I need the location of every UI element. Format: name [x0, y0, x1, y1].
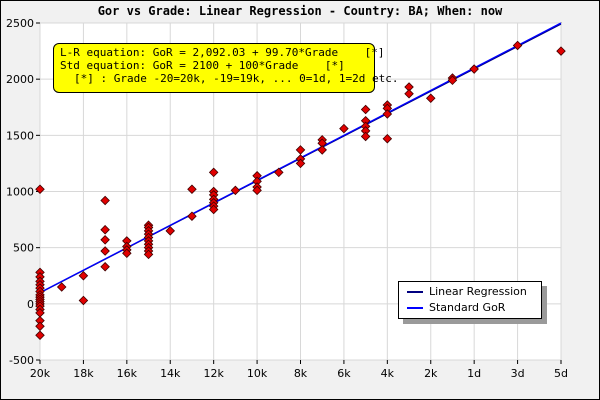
data-points: [35, 40, 566, 341]
y-tick-label: 2000: [6, 73, 34, 86]
data-point: [208, 167, 219, 178]
y-tick-label: 2500: [6, 17, 34, 30]
data-point: [447, 75, 458, 86]
data-point: [556, 46, 566, 56]
x-tick-label: 16k: [117, 367, 138, 380]
data-point: [469, 64, 479, 74]
legend-swatch-linear-regression: [407, 291, 423, 293]
data-point: [78, 295, 89, 306]
legend-label: Standard GoR: [429, 301, 506, 314]
data-point: [360, 131, 371, 142]
x-tick-label: 5d: [554, 367, 568, 380]
data-point: [100, 235, 110, 245]
x-tick-label: 1d: [467, 367, 481, 380]
x-tick-label: 10k: [247, 367, 268, 380]
y-tick-label: 1500: [6, 129, 34, 142]
data-point: [274, 167, 284, 178]
data-point: [35, 184, 45, 195]
data-point: [382, 133, 393, 144]
x-tick-label: 3d: [511, 367, 525, 380]
data-point: [360, 104, 371, 115]
legend: Linear Regression Standard GoR: [398, 281, 542, 319]
legend-swatch-standard-gor: [407, 307, 423, 309]
data-point: [404, 89, 414, 99]
data-point: [100, 224, 110, 235]
data-point: [143, 249, 154, 260]
grade-note: [*] : Grade -20=20k, -19=19k, ... 0=1d, …: [74, 72, 399, 85]
x-tick-label: 6k: [337, 367, 351, 380]
legend-item-standard-gor: Standard GoR: [407, 301, 505, 315]
y-tick-label: 500: [13, 242, 34, 255]
y-tick-label: 0: [27, 298, 34, 311]
y-tick-label: -500: [9, 354, 34, 367]
axis-ticks: -500 0 500 1000 1500 2000 2500 20k 18k 16k 14k 12k 1…: [6, 17, 568, 380]
data-point: [35, 321, 45, 332]
legend-label: Linear Regression: [429, 285, 527, 298]
x-tick-label: 4k: [381, 367, 395, 380]
data-point: [295, 158, 306, 169]
x-tick-label: 8k: [294, 367, 308, 380]
data-point: [100, 195, 110, 206]
data-point: [56, 282, 67, 292]
equation-box: L-R equation: GoR = 2,092.03 + 99.70*Gra…: [53, 43, 399, 93]
y-tick-label: 1000: [6, 186, 34, 199]
data-point: [122, 248, 132, 259]
legend-item-linear-regression: Linear Regression: [407, 285, 527, 299]
x-tick-label: 14k: [160, 367, 181, 380]
data-point: [187, 184, 197, 195]
data-point: [208, 204, 219, 215]
lr-equation: L-R equation: GoR = 2,092.03 + 99.70*Gra…: [60, 46, 385, 59]
data-point: [165, 226, 176, 236]
data-point: [187, 211, 197, 221]
data-point: [35, 330, 45, 341]
data-point: [317, 145, 327, 155]
x-tick-label: 12k: [203, 367, 224, 380]
data-point: [382, 109, 393, 119]
data-point: [230, 185, 241, 196]
data-point: [78, 270, 89, 281]
chart-title: Gor vs Grade: Linear Regression - Countr…: [97, 4, 503, 18]
data-point: [295, 145, 306, 155]
x-tick-label: 20k: [30, 367, 51, 380]
x-tick-label: 18k: [73, 367, 94, 380]
data-point: [252, 185, 262, 196]
x-tick-label: 2k: [424, 367, 438, 380]
data-point: [100, 261, 110, 272]
data-point: [512, 40, 523, 51]
std-equation: Std equation: GoR = 2100 + 100*Grade [*]: [60, 59, 345, 72]
data-point: [339, 123, 349, 134]
data-point: [100, 246, 110, 256]
data-point: [425, 93, 436, 104]
